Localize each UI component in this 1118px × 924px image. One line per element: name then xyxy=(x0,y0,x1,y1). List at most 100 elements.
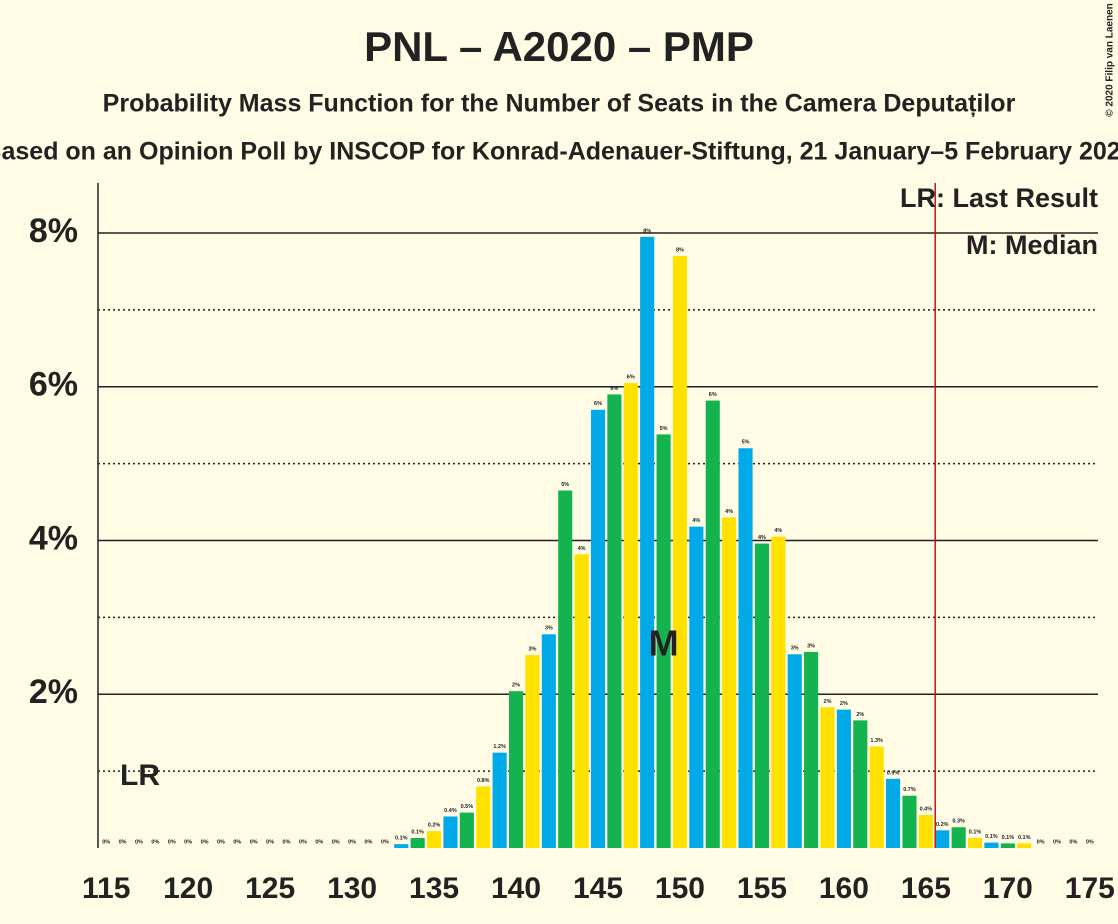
bar xyxy=(590,409,606,848)
value-label: 0.4% xyxy=(920,806,933,812)
bar xyxy=(574,554,589,848)
bar xyxy=(656,434,671,848)
bar xyxy=(869,746,884,848)
bar xyxy=(476,786,491,848)
value-label: 0.4% xyxy=(444,808,457,814)
bar xyxy=(853,720,868,848)
value-label: 6% xyxy=(610,386,618,392)
chart-subtitle: Based on an Opinion Poll by INSCOP for K… xyxy=(0,138,1118,166)
bar xyxy=(1017,843,1032,848)
value-label: 0.1% xyxy=(969,829,982,835)
value-label: 0% xyxy=(299,839,307,845)
value-label: 0.1% xyxy=(1002,835,1015,841)
bar xyxy=(886,778,901,848)
value-label: 0% xyxy=(201,839,209,845)
value-label: 0% xyxy=(250,839,258,845)
value-label: 0% xyxy=(266,839,274,845)
value-label: 2% xyxy=(856,712,864,718)
value-label: 0% xyxy=(1086,839,1094,845)
bar xyxy=(508,691,524,848)
y-tick-label: 8% xyxy=(29,212,78,250)
bar xyxy=(951,827,966,848)
bar xyxy=(1000,843,1015,848)
value-label: 0.1% xyxy=(985,834,998,840)
copyright: © 2020 Filip van Laenen xyxy=(1105,3,1116,117)
value-label: 0% xyxy=(348,839,356,845)
bar xyxy=(623,382,638,848)
bar xyxy=(492,752,507,848)
value-label: 5% xyxy=(561,482,569,488)
value-label: 0% xyxy=(1053,839,1061,845)
legend-entry: LR: Last Result xyxy=(900,183,1098,213)
value-label: 3% xyxy=(791,646,799,652)
value-label: 0% xyxy=(217,839,225,845)
legend-entry: M: Median xyxy=(966,230,1098,260)
value-label: 4% xyxy=(758,535,766,541)
value-label: 0.2% xyxy=(936,822,949,828)
value-label: 0% xyxy=(119,839,127,845)
value-label: 8% xyxy=(676,247,684,253)
value-label: 0.3% xyxy=(952,819,965,825)
bar xyxy=(820,707,835,848)
bar xyxy=(443,816,458,848)
x-tick-label: 135 xyxy=(409,872,459,905)
value-label: 3% xyxy=(528,646,536,652)
value-label: 2% xyxy=(512,683,520,689)
x-tick-label: 150 xyxy=(655,872,705,905)
value-label: 2% xyxy=(840,701,848,707)
value-label: 0% xyxy=(315,839,323,845)
x-tick-label: 145 xyxy=(573,872,623,905)
bar xyxy=(984,842,999,848)
value-label: 4% xyxy=(692,518,700,524)
value-label: 0.7% xyxy=(903,787,916,793)
value-label: 0.1% xyxy=(411,829,424,835)
value-label: 0% xyxy=(1069,839,1077,845)
x-tick-label: 170 xyxy=(983,872,1033,905)
chart-title: PNL – A2020 – PMP xyxy=(364,23,754,70)
bar xyxy=(558,490,573,848)
median-label: M xyxy=(649,623,679,664)
bar xyxy=(689,526,704,848)
bar xyxy=(427,831,442,848)
bar xyxy=(672,256,688,848)
value-label: 0.2% xyxy=(428,823,441,829)
value-label: 6% xyxy=(594,401,602,407)
bar xyxy=(787,654,802,848)
bar xyxy=(410,838,425,848)
value-label: 0% xyxy=(151,839,159,845)
value-label: 0.1% xyxy=(1018,835,1031,841)
value-label: 0% xyxy=(365,839,373,845)
value-label: 3% xyxy=(545,626,553,632)
x-tick-label: 140 xyxy=(491,872,541,905)
value-label: 0% xyxy=(135,839,143,845)
value-label: 8% xyxy=(643,228,651,234)
value-label: 1.3% xyxy=(870,738,883,744)
x-tick-label: 130 xyxy=(327,872,377,905)
bar xyxy=(804,651,819,848)
chart-subtitle: Probability Mass Function for the Number… xyxy=(103,90,1016,118)
value-label: 0% xyxy=(283,839,291,845)
value-label: 4% xyxy=(725,509,733,515)
value-label: 0% xyxy=(1037,839,1045,845)
bar xyxy=(459,812,474,848)
bar xyxy=(705,400,720,848)
value-label: 5% xyxy=(660,426,668,432)
bar xyxy=(771,536,786,848)
bar xyxy=(902,795,917,848)
x-tick-label: 175 xyxy=(1065,872,1115,905)
y-tick-label: 4% xyxy=(29,519,78,557)
x-tick-label: 125 xyxy=(245,872,295,905)
x-tick-label: 115 xyxy=(82,872,130,905)
value-label: 2% xyxy=(824,699,832,705)
y-tick-label: 2% xyxy=(29,673,78,711)
value-label: 0.9% xyxy=(887,770,900,776)
x-tick-label: 165 xyxy=(901,872,951,905)
bar xyxy=(836,709,851,848)
value-label: 4% xyxy=(774,528,782,534)
value-label: 3% xyxy=(807,643,815,649)
value-label: 0% xyxy=(184,839,192,845)
bar xyxy=(754,543,769,848)
value-label: 0% xyxy=(168,839,176,845)
value-label: 6% xyxy=(709,392,717,398)
